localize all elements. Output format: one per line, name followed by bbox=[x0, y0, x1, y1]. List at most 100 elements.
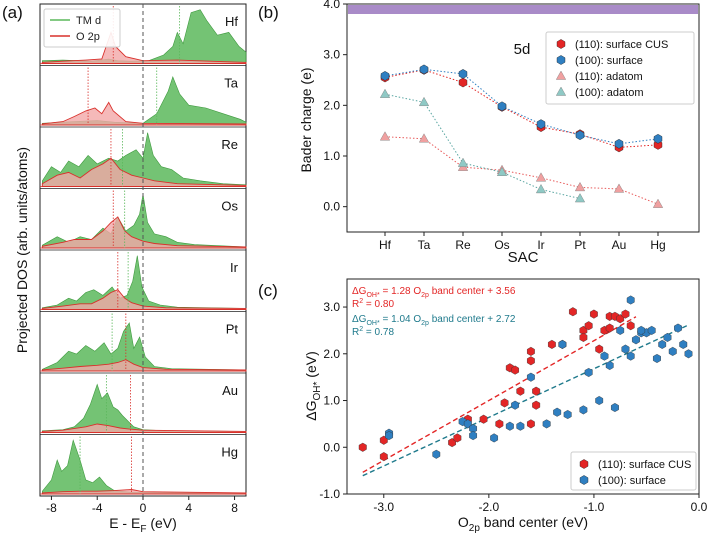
chart-a-xlabel-unit: (eV) bbox=[146, 515, 176, 531]
chart-c-xlabel-unit: band center (eV) bbox=[480, 514, 588, 530]
fit1-r2-label: R bbox=[352, 299, 359, 310]
chart-b-legend-marker bbox=[556, 39, 566, 49]
pdos-o-2p-area bbox=[41, 289, 247, 310]
chart-c-x-axis-title: O2p band center (eV) bbox=[458, 514, 588, 534]
pdos-metal-label: Pt bbox=[226, 322, 239, 337]
chart-b-tri-marker bbox=[379, 131, 391, 141]
chart-c-hex-point bbox=[663, 332, 672, 342]
chart-a-x-axis-title: E - EF (eV) bbox=[109, 515, 177, 534]
chart-c-y-tick-label: 3.0 bbox=[323, 300, 340, 314]
chart-c-y-tick-label: 1.0 bbox=[323, 394, 340, 408]
chart-b-frame bbox=[346, 3, 700, 233]
chart-c-hex-point bbox=[532, 400, 541, 410]
chart-b-legend-label: (110): adatom bbox=[575, 71, 643, 83]
chart-b-x-tick-label: Ta bbox=[418, 238, 431, 252]
chart-a-x-tick-label: 8 bbox=[231, 501, 238, 515]
chart-b-hex-marker bbox=[458, 69, 468, 79]
pdos-metal-label: Hg bbox=[221, 445, 238, 460]
pdos-metal-label: Ir bbox=[230, 260, 239, 275]
pdos-tm-d-area bbox=[42, 383, 247, 433]
chart-c-scatter: -1.00.01.02.03.0-3.0 -2.0 -1.0 0.0 ΔGOH* = … bbox=[303, 278, 708, 534]
chart-b-y-tick-label: 1.0 bbox=[323, 149, 340, 163]
chart-c-series-1 bbox=[385, 295, 693, 459]
fit1-eq-sub: OH* bbox=[366, 292, 380, 299]
chart-c-y-tick-label: 2.0 bbox=[323, 347, 340, 361]
chart-c-hex-point bbox=[569, 307, 577, 317]
pdos-o-2p-area bbox=[41, 101, 247, 126]
panel-label-b: (b) bbox=[258, 3, 279, 22]
pdos-strip-os: Os bbox=[40, 188, 247, 249]
chart-c-hex-point bbox=[527, 356, 535, 366]
chart-b-legend-marker bbox=[555, 86, 567, 96]
chart-c-fit2-r2: R2 = 0.78 bbox=[352, 326, 394, 338]
pdos-o-2p-area bbox=[41, 359, 247, 372]
fit1-eq-pre: ΔG bbox=[352, 286, 367, 297]
chart-c-hex-point bbox=[611, 402, 619, 413]
chart-c-y-tick-label: 0.0 bbox=[323, 440, 340, 454]
chart-b-hex-marker bbox=[575, 130, 585, 141]
chart-c-hex-point bbox=[621, 344, 630, 354]
fit2-eq-sub2: 2p bbox=[421, 320, 429, 327]
fit1-eq-sub2: 2p bbox=[421, 292, 429, 299]
chart-c-axes: -1.0 0.0 1.0 2.0 3.0 -3.0 -2.0 -1.0 0.0 bbox=[319, 300, 707, 514]
chart-b-hex-marker bbox=[497, 101, 507, 112]
chart-b-series-line bbox=[384, 93, 581, 200]
chart-b-series-line bbox=[384, 136, 659, 205]
chart-c-hex-point bbox=[527, 372, 535, 382]
chart-b-y-tick-label: 0.0 bbox=[323, 200, 340, 214]
chart-a-legend: TM d O 2p bbox=[43, 8, 121, 48]
chart-c-series-0 bbox=[358, 307, 635, 462]
chart-c-hex-point bbox=[626, 321, 635, 331]
chart-c-hex-point bbox=[616, 325, 625, 335]
chart-b-hex-marker bbox=[380, 71, 390, 81]
chart-c-hex-point bbox=[479, 414, 488, 424]
chart-b-hex-marker bbox=[536, 119, 546, 129]
chart-c-hex-point bbox=[379, 452, 388, 462]
legend-tm-d-label: TM d bbox=[76, 15, 101, 27]
chart-b-hex-marker bbox=[653, 133, 663, 144]
fit2-r2-label: R bbox=[352, 327, 359, 338]
chart-c-legend-label: (110): surface CUS bbox=[598, 459, 691, 471]
chart-b-x-axis-title: SAC bbox=[508, 249, 539, 266]
pdos-strip-re: Re bbox=[40, 126, 247, 187]
chart-c-legend: (110): surface CUS (100): surface bbox=[570, 451, 697, 491]
chart-c-fit1-r2: R2 = 0.80 bbox=[352, 298, 394, 310]
chart-c-x-tick-label: -1.0 bbox=[584, 500, 605, 514]
chart-c-hex-point bbox=[385, 431, 393, 441]
chart-c-hex-point bbox=[490, 433, 498, 443]
chart-b-tri-marker bbox=[535, 184, 547, 194]
pdos-metal-label: Os bbox=[221, 199, 238, 214]
chart-b-tri-marker bbox=[652, 198, 664, 208]
chart-c-ylabel-unit: (eV) bbox=[303, 351, 319, 381]
chart-c-fit1-equation: ΔGOH* = 1.28 O2p band center + 3.56 bbox=[352, 286, 516, 299]
chart-b-hex-marker bbox=[614, 138, 624, 149]
chart-c-ylabel-sub: OH* bbox=[312, 382, 323, 401]
chart-c-hex-point bbox=[658, 339, 667, 349]
pdos-o-2p-area bbox=[41, 423, 247, 433]
chart-c-legend-label: (100): surface bbox=[598, 475, 666, 487]
chart-b-x-tick-label: Re bbox=[455, 238, 471, 252]
chart-c-hex-point bbox=[511, 365, 519, 375]
panel-label-a: (a) bbox=[2, 3, 23, 22]
chart-c-hex-point bbox=[605, 323, 614, 333]
chart-b-series-line bbox=[384, 68, 659, 145]
chart-c-hex-point bbox=[542, 419, 551, 429]
chart-c-hex-point bbox=[453, 433, 462, 443]
chart-c-ylabel: ΔG bbox=[303, 401, 319, 421]
fit2-eq-mid: = 1.04 O bbox=[380, 314, 422, 325]
chart-a-x-axis: -8 -4 0 4 8 bbox=[46, 496, 238, 515]
chart-a-xlabel: E - E bbox=[109, 515, 140, 531]
pdos-strip-au: Au bbox=[40, 372, 247, 433]
pdos-strip-ta: Ta bbox=[40, 65, 247, 126]
chart-b-x-tick-label: Pt bbox=[574, 238, 586, 252]
pdos-metal-label: Au bbox=[222, 383, 238, 398]
chart-c-hex-point bbox=[358, 442, 367, 452]
chart-c-hex-point bbox=[553, 407, 562, 417]
chart-c-hex-point bbox=[626, 351, 635, 361]
pdos-metal-label: Re bbox=[221, 137, 238, 152]
chart-c-frame bbox=[346, 278, 700, 495]
chart-c-hex-point bbox=[647, 325, 656, 335]
chart-b-legend: (110): surface CUS (100): surface (110): a… bbox=[545, 31, 695, 105]
chart-b-hex-marker bbox=[653, 140, 663, 150]
